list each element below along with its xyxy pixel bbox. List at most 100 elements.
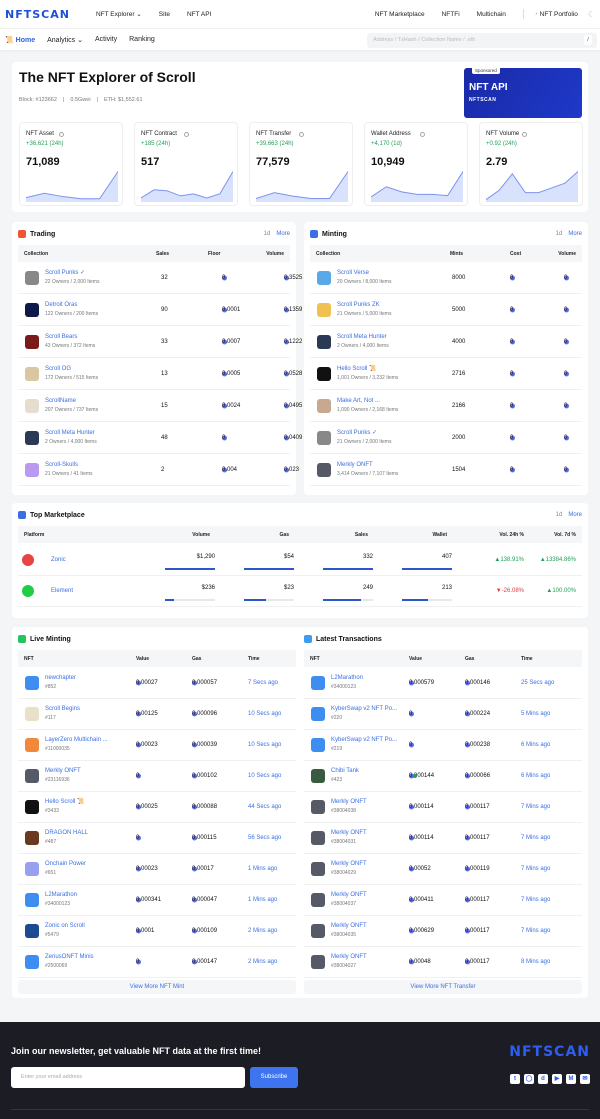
collection-avatar[interactable] bbox=[317, 366, 331, 381]
collection-name-link[interactable]: Merkly ONFT bbox=[337, 461, 373, 468]
nft-thumbnail[interactable] bbox=[25, 955, 39, 969]
nft-name-link[interactable]: L2Marathon bbox=[331, 675, 364, 681]
collection-avatar[interactable] bbox=[317, 462, 331, 477]
nft-name-link[interactable]: Hello Scroll 📜 bbox=[45, 799, 85, 805]
stat-card[interactable]: NFT Volume +0.92 (24h) 2.79 bbox=[479, 122, 583, 206]
stat-card[interactable]: NFT Asset +36,621 (24h) 71,089 bbox=[19, 122, 123, 206]
nft-name-link[interactable]: Scroll Begins bbox=[45, 706, 81, 712]
time-ago-link[interactable]: 10 Secs ago bbox=[248, 711, 282, 717]
time-ago-link[interactable]: 7 Mins ago bbox=[521, 897, 551, 903]
collection-name-link[interactable]: Make Art, Not ... bbox=[337, 397, 381, 404]
period-selector[interactable]: 1d bbox=[555, 231, 563, 237]
collection-avatar[interactable] bbox=[25, 270, 39, 285]
nft-thumbnail[interactable] bbox=[311, 862, 325, 876]
nft-thumbnail[interactable] bbox=[311, 955, 325, 969]
nft-name-link[interactable]: Merkly ONFT bbox=[331, 830, 367, 836]
nft-name-link[interactable]: Merkly ONFT bbox=[331, 892, 367, 898]
nft-name-link[interactable]: LayerZero Multichain ... bbox=[45, 737, 108, 743]
nft-name-link[interactable]: KyberSwap v2 NFT Po... bbox=[331, 706, 397, 712]
collection-avatar[interactable] bbox=[317, 334, 331, 349]
github-icon[interactable]: ◯ bbox=[524, 1074, 534, 1084]
nft-name-link[interactable]: DRAGON HALL bbox=[45, 830, 89, 836]
period-selector[interactable]: 1d bbox=[263, 231, 271, 237]
nav-nft-marketplace[interactable]: NFT Marketplace bbox=[374, 10, 425, 18]
nft-name-link[interactable]: Merkly ONFT bbox=[331, 923, 367, 929]
collection-name-link[interactable]: Scroll Meta Hunter bbox=[45, 429, 95, 436]
more-link[interactable]: More bbox=[568, 512, 582, 518]
platform-name-link[interactable]: Zonic bbox=[51, 557, 66, 563]
nft-name-link[interactable]: Onchain Power bbox=[45, 861, 87, 867]
time-ago-link[interactable]: 1 Mins ago bbox=[248, 866, 278, 872]
time-ago-link[interactable]: 7 Mins ago bbox=[521, 866, 551, 872]
youtube-icon[interactable]: ▶ bbox=[552, 1074, 562, 1084]
nftscan-logo[interactable]: NFTSCAN bbox=[5, 7, 70, 21]
info-icon[interactable] bbox=[298, 132, 304, 137]
collection-avatar[interactable] bbox=[317, 302, 331, 317]
nft-thumbnail[interactable] bbox=[311, 924, 325, 938]
nft-name-link[interactable]: KyberSwap v2 NFT Po... bbox=[331, 737, 397, 743]
time-ago-link[interactable]: 7 Mins ago bbox=[521, 804, 551, 810]
nft-thumbnail[interactable] bbox=[25, 738, 39, 752]
stat-card[interactable]: NFT Contract +185 (24h) 517 bbox=[134, 122, 238, 206]
time-ago-link[interactable]: 7 Mins ago bbox=[521, 928, 551, 934]
nft-thumbnail[interactable] bbox=[25, 831, 39, 845]
view-more-button[interactable]: View More NFT Mint bbox=[18, 980, 296, 994]
time-ago-link[interactable]: 25 Secs ago bbox=[521, 680, 555, 686]
period-selector[interactable]: 1d bbox=[555, 512, 563, 518]
collection-name-link[interactable]: Scroll Bears bbox=[45, 333, 78, 340]
collection-avatar[interactable] bbox=[25, 302, 39, 317]
stat-card[interactable]: NFT Transfer +39,663 (24h) 77,579 bbox=[249, 122, 353, 206]
nav-nft-portfolio[interactable]: ◔ NFT Portfolio bbox=[534, 11, 578, 18]
nft-thumbnail[interactable] bbox=[311, 893, 325, 907]
discord-icon[interactable]: d bbox=[538, 1074, 548, 1084]
nav-nftfi[interactable]: NFTFi bbox=[441, 10, 460, 18]
twitter-icon[interactable]: t bbox=[510, 1074, 520, 1084]
nft-thumbnail[interactable] bbox=[25, 924, 39, 938]
collection-name-link[interactable]: Hello Scroll 📜 bbox=[337, 365, 377, 372]
stat-card[interactable]: Wallet Address +4,170 (1d) 10,949 bbox=[364, 122, 468, 206]
subnav-home[interactable]: 📜 Home bbox=[5, 36, 35, 44]
nft-name-link[interactable]: newchapter bbox=[45, 675, 77, 681]
time-ago-link[interactable]: 1 Mins ago bbox=[248, 897, 278, 903]
nft-thumbnail[interactable] bbox=[25, 893, 39, 907]
time-ago-link[interactable]: 2 Mins ago bbox=[248, 928, 278, 934]
time-ago-link[interactable]: 6 Mins ago bbox=[521, 742, 551, 748]
collection-avatar[interactable] bbox=[317, 270, 331, 285]
nft-thumbnail[interactable] bbox=[25, 769, 39, 783]
collection-name-link[interactable]: Scroll Meta Hunter bbox=[337, 333, 387, 340]
collection-avatar[interactable] bbox=[25, 430, 39, 445]
collection-avatar[interactable] bbox=[25, 334, 39, 349]
collection-avatar[interactable] bbox=[25, 398, 39, 413]
nft-name-link[interactable]: Merkly ONFT bbox=[331, 861, 367, 867]
time-ago-link[interactable]: 10 Secs ago bbox=[248, 773, 282, 779]
collection-name-link[interactable]: Scroll Verse bbox=[337, 269, 370, 276]
time-ago-link[interactable]: 5 Mins ago bbox=[521, 711, 551, 717]
collection-name-link[interactable]: Scroll OG bbox=[45, 365, 72, 372]
subnav-analytics[interactable]: Analytics ⌄ bbox=[47, 36, 83, 44]
subscribe-button[interactable]: Subscribe bbox=[250, 1067, 298, 1088]
nav-nft-api[interactable]: NFT API bbox=[186, 10, 212, 18]
nft-name-link[interactable]: Chibi Tank bbox=[331, 768, 359, 774]
collection-avatar[interactable] bbox=[317, 430, 331, 445]
email-input[interactable]: Enter your email address bbox=[11, 1067, 245, 1088]
collection-avatar[interactable] bbox=[25, 462, 39, 477]
nft-thumbnail[interactable] bbox=[25, 862, 39, 876]
time-ago-link[interactable]: 6 Mins ago bbox=[521, 773, 551, 779]
search-input[interactable]: Address / TxHash / Collection Name / .et… bbox=[367, 33, 597, 48]
time-ago-link[interactable]: 2 Mins ago bbox=[248, 959, 278, 965]
collection-name-link[interactable]: Scroll Punks ZK bbox=[337, 301, 380, 308]
nft-name-link[interactable]: ZeriusONFT Minis bbox=[45, 954, 94, 960]
nft-thumbnail[interactable] bbox=[311, 800, 325, 814]
subnav-activity[interactable]: Activity bbox=[94, 36, 118, 43]
collection-avatar[interactable] bbox=[25, 366, 39, 381]
collection-name-link[interactable]: Scroll Punks ✓ bbox=[337, 429, 378, 436]
platform-name-link[interactable]: Element bbox=[51, 588, 74, 594]
nav-site[interactable]: Site bbox=[158, 10, 170, 18]
dark-mode-icon[interactable]: ☾ bbox=[587, 9, 595, 19]
nft-name-link[interactable]: Merkly ONFT bbox=[331, 954, 367, 960]
collection-name-link[interactable]: Scroll-Skulls bbox=[45, 461, 79, 468]
info-icon[interactable] bbox=[522, 132, 527, 137]
subnav-ranking[interactable]: Ranking bbox=[129, 36, 155, 43]
nft-thumbnail[interactable] bbox=[25, 800, 39, 814]
medium-icon[interactable]: M bbox=[566, 1074, 576, 1084]
